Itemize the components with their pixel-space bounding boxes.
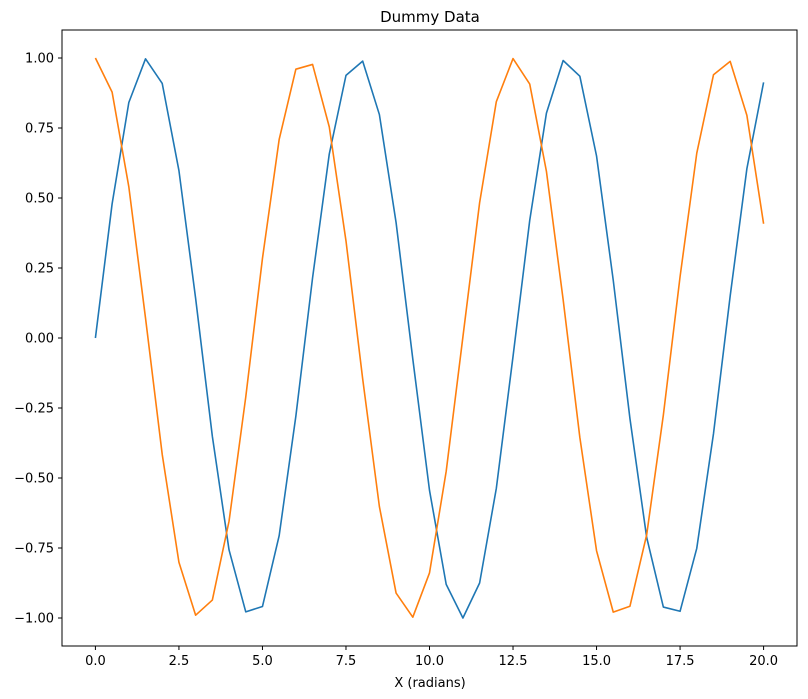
x-tick-label: 10.0	[415, 654, 444, 669]
y-tick-label: 0.25	[25, 262, 54, 277]
y-tick-label: 0.00	[25, 332, 54, 347]
y-tick-label: 0.75	[25, 122, 54, 137]
x-tick-label: 5.0	[252, 654, 273, 669]
y-tick-label: 1.00	[25, 52, 54, 67]
y-tick-label: −0.25	[14, 402, 54, 417]
chart-title: Dummy Data	[380, 8, 480, 26]
x-tick-label: 7.5	[336, 654, 357, 669]
x-tick-label: 17.5	[666, 654, 695, 669]
x-tick-label: 20.0	[749, 654, 778, 669]
x-tick-label: 15.0	[582, 654, 611, 669]
series-line-2	[94, 57, 765, 618]
x-axis-label: X (radians)	[394, 676, 465, 691]
series-line-1	[94, 58, 765, 619]
x-tick-label: 2.5	[169, 654, 190, 669]
y-axis-ticks: 1.00 0.75 0.50 0.25 0.00 −0.25 −0.50 −0.75 −1.00	[14, 52, 62, 627]
x-tick-label: 12.5	[499, 654, 528, 669]
y-tick-label: −1.00	[14, 612, 54, 627]
y-tick-label: −0.75	[14, 542, 54, 557]
series-layer	[94, 57, 765, 619]
x-tick-label: 0.0	[85, 654, 106, 669]
x-axis-ticks: 0.0 2.5 5.0 7.5 10.0 12.5 15.0 17.5 20.0	[85, 646, 778, 669]
y-tick-label: 0.50	[25, 192, 54, 207]
y-tick-label: −0.50	[14, 472, 54, 487]
plot-area	[62, 30, 797, 646]
